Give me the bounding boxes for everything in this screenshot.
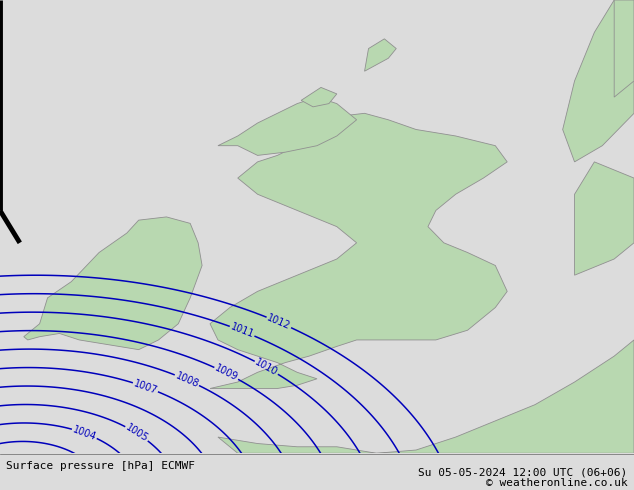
Text: Su 05-05-2024 12:00 UTC (06+06): Su 05-05-2024 12:00 UTC (06+06) <box>418 468 628 478</box>
Text: 1010: 1010 <box>254 357 280 378</box>
Polygon shape <box>614 0 634 97</box>
Text: 1004: 1004 <box>71 424 98 442</box>
Text: Surface pressure [hPa] ECMWF: Surface pressure [hPa] ECMWF <box>6 461 195 470</box>
Text: 1008: 1008 <box>174 370 200 390</box>
Polygon shape <box>218 97 356 155</box>
Text: © weatheronline.co.uk: © weatheronline.co.uk <box>486 478 628 488</box>
Text: 1012: 1012 <box>266 313 292 332</box>
Polygon shape <box>23 217 202 350</box>
Polygon shape <box>574 162 634 275</box>
Text: 1009: 1009 <box>213 363 240 383</box>
Polygon shape <box>563 0 634 162</box>
Text: 1007: 1007 <box>133 378 158 396</box>
Polygon shape <box>365 39 396 71</box>
Text: 1011: 1011 <box>229 322 256 340</box>
Polygon shape <box>218 340 634 453</box>
Polygon shape <box>210 113 507 389</box>
Text: 1005: 1005 <box>124 422 150 444</box>
Polygon shape <box>301 87 337 107</box>
